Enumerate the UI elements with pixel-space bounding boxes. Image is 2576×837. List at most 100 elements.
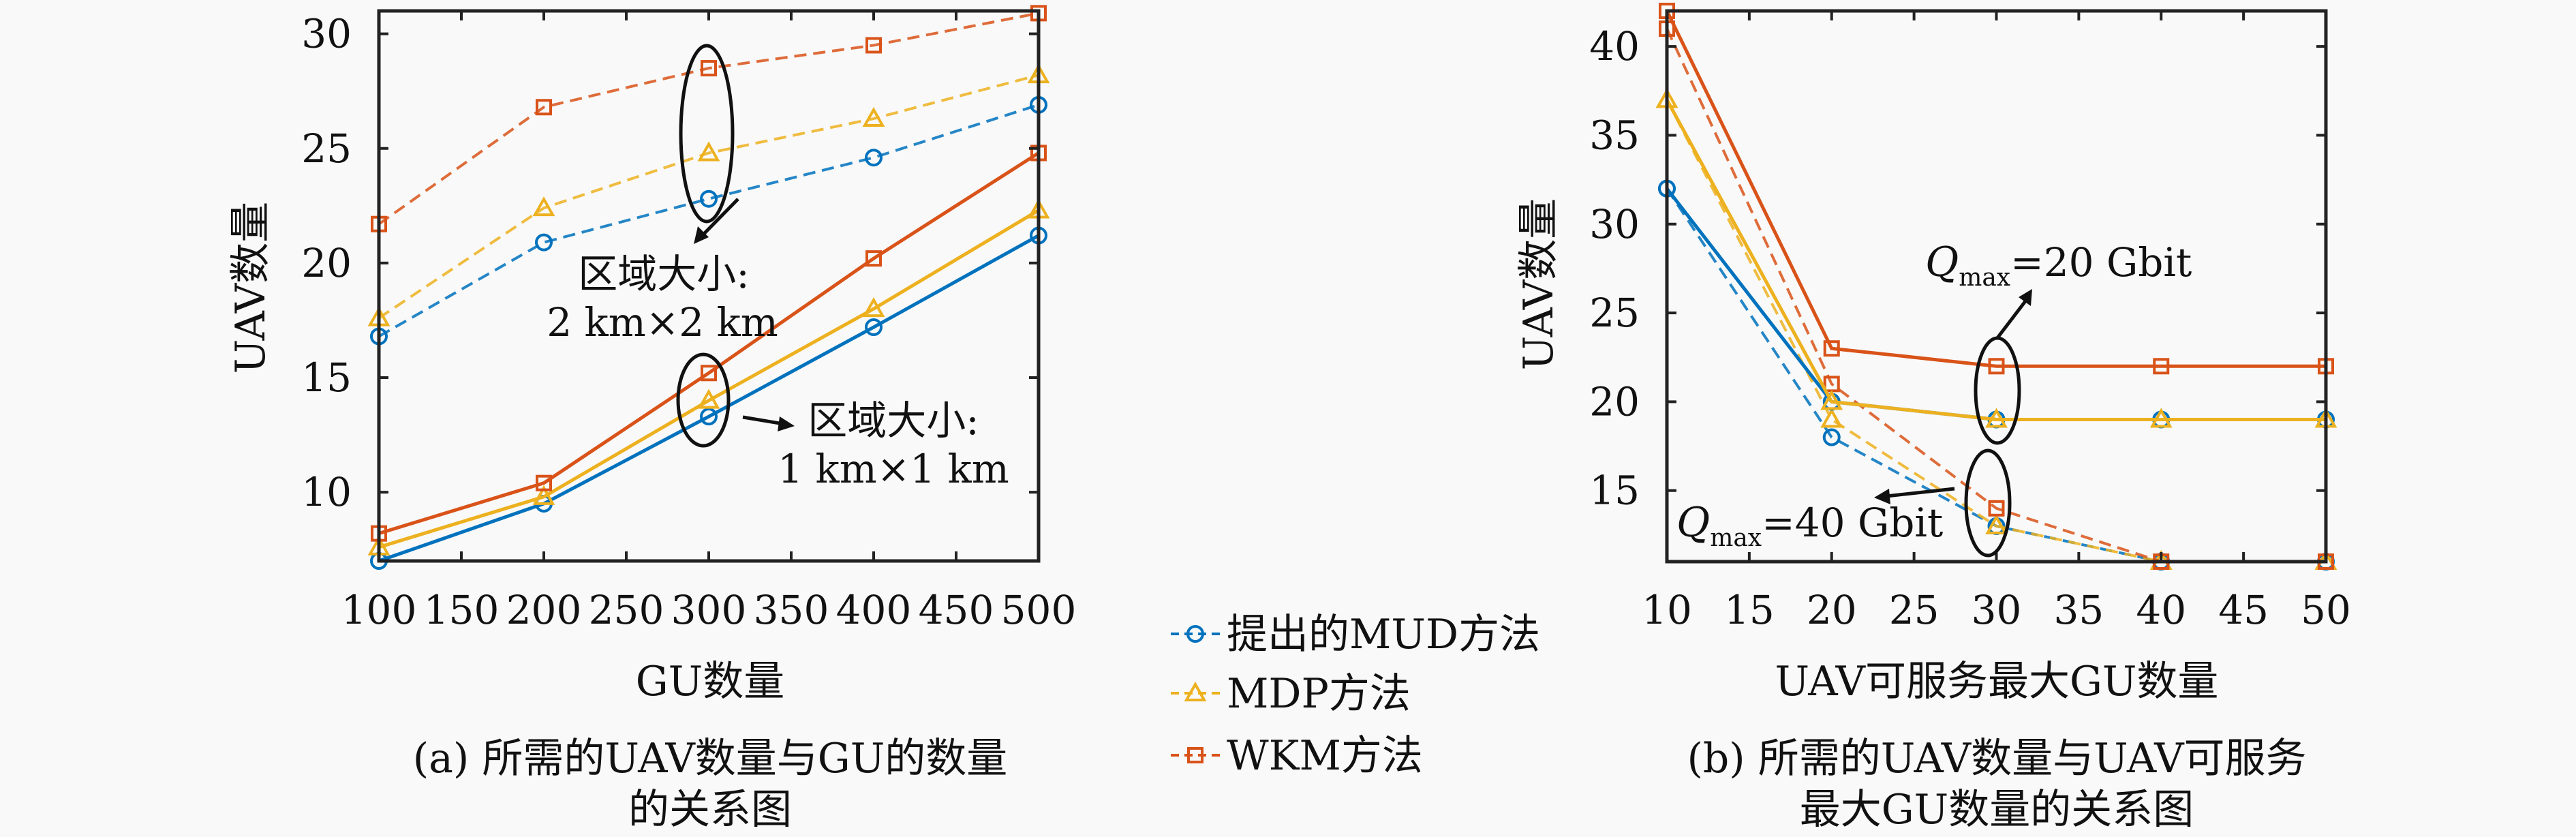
series-mud-dashed xyxy=(1658,179,2335,570)
chart-a-ellipse-1km xyxy=(676,352,731,448)
chart-a-arrow-1km xyxy=(742,415,795,431)
data-point-triangle xyxy=(862,106,885,127)
series-line xyxy=(378,12,1039,226)
series-line xyxy=(1666,187,2326,421)
x-tick-label: 35 xyxy=(2053,587,2104,633)
x-tick-label: 400 xyxy=(836,587,912,633)
data-point-circle xyxy=(865,149,883,167)
y-tick-label: 25 xyxy=(1589,290,1640,336)
series-line xyxy=(378,151,1040,536)
x-tick-label: 50 xyxy=(2301,587,2351,633)
x-tick-label: 500 xyxy=(1001,587,1077,633)
series-mud-solid xyxy=(1658,179,2335,429)
series-wkm-dashed xyxy=(371,5,1047,232)
annotation-1km-line2: 1 km×1 km xyxy=(778,446,1009,492)
x-tick-label: 300 xyxy=(671,587,747,633)
x-tick-label: 100 xyxy=(341,587,417,633)
annotation-qmax-20-sub: max xyxy=(1959,264,2010,292)
y-tick-label: 35 xyxy=(1589,112,1640,158)
chart-a-ticks xyxy=(378,11,1040,561)
legend-item-mud: 提出的MUD方法 xyxy=(1171,611,1540,658)
annotation-qmax-40-q: Q xyxy=(1676,499,1710,547)
data-point-circle xyxy=(1822,428,1841,446)
chart-b-y-tick-labels: 15 20 25 30 35 40 xyxy=(1589,23,1640,514)
y-tick-label: 30 xyxy=(1589,201,1640,247)
chart-b-x-tick-labels: 10 15 20 25 30 35 40 45 50 xyxy=(1642,587,2351,633)
chart-a-series xyxy=(367,5,1050,570)
y-tick-label: 10 xyxy=(301,469,352,515)
data-point-circle xyxy=(700,189,718,208)
x-tick-label: 40 xyxy=(2136,587,2186,633)
x-tick-label: 25 xyxy=(1889,587,1939,633)
annotation-2km-line1: 区域大小: xyxy=(578,251,750,297)
chart-a: 100 150 200 250 300 350 400 450 500 10 15 20 25 30 区… xyxy=(227,5,1077,834)
y-tick-label: 15 xyxy=(1589,468,1640,514)
series-wkm-dashed xyxy=(1659,20,2334,570)
x-tick-label: 15 xyxy=(1724,587,1775,633)
legend-label-wkm: WKM方法 xyxy=(1227,732,1423,780)
data-point-square xyxy=(865,37,882,54)
legend-label-mdp: MDP方法 xyxy=(1227,670,1411,718)
chart-b-x-axis-title: UAV可服务最大GU数量 xyxy=(1775,658,2219,705)
legend-label-mud: 提出的MUD方法 xyxy=(1227,611,1540,658)
data-point-triangle xyxy=(532,485,555,505)
data-point-square xyxy=(701,60,717,77)
series-mdp-solid xyxy=(1655,88,2337,428)
data-point-square xyxy=(2153,358,2170,375)
annotation-qmax-40-sub: max xyxy=(1710,524,1762,552)
legend-marker-shape xyxy=(1186,625,1204,643)
annotation-qmax-20-q: Q xyxy=(1925,239,1959,286)
x-tick-label: 250 xyxy=(589,587,664,633)
x-tick-label: 200 xyxy=(506,587,582,633)
series-line xyxy=(1666,28,2326,563)
annotation-qmax-40-value: =40 Gbit xyxy=(1762,500,1943,546)
data-point-circle xyxy=(535,233,553,252)
data-point-square xyxy=(1823,340,1840,357)
data-point-circle xyxy=(865,318,883,337)
series-mdp-dashed xyxy=(367,63,1050,326)
chart-b-caption-line2: 最大GU数量的关系图 xyxy=(1800,786,2194,834)
data-point-square xyxy=(865,250,882,267)
data-point-triangle xyxy=(1820,390,1843,410)
chart-a-x-axis-title: GU数量 xyxy=(636,658,785,705)
chart-a-y-axis-title: UAV数量 xyxy=(227,202,275,374)
data-point-triangle xyxy=(532,196,555,217)
data-point-square xyxy=(536,99,552,116)
y-tick-label: 20 xyxy=(1589,378,1640,425)
chart-a-arrow-2km xyxy=(694,198,739,244)
chart-b-y-axis-title: UAV数量 xyxy=(1515,198,1563,370)
annotation-qmax-40: Qmax=40 Gbit xyxy=(1676,499,1943,552)
series-mdp-dashed xyxy=(1655,88,2337,570)
y-tick-label: 15 xyxy=(301,354,352,401)
chart-b-ellipse-40gbit xyxy=(1964,448,2012,558)
legend-marker-square-icon xyxy=(1171,747,1220,763)
x-tick-label: 150 xyxy=(424,587,500,633)
data-point-triangle xyxy=(862,297,885,318)
data-point-triangle xyxy=(697,141,720,162)
x-tick-label: 450 xyxy=(919,587,994,633)
legend-marker-circle-icon xyxy=(1171,625,1220,643)
data-point-square xyxy=(1988,500,2005,517)
chart-b-caption-line1: (b) 所需的UAV数量与UAV可服务 xyxy=(1687,735,2306,782)
chart-a-x-tick-labels: 100 150 200 250 300 350 400 450 500 xyxy=(341,587,1077,633)
series-line xyxy=(378,74,1039,320)
data-point-triangle xyxy=(1985,514,2008,534)
series-line xyxy=(378,103,1039,338)
data-point-triangle xyxy=(697,389,720,409)
data-point-circle xyxy=(700,408,718,426)
legend-marker-triangle-icon xyxy=(1171,681,1220,701)
chart-b-ticks xyxy=(1666,11,2327,562)
legend-marker-shape xyxy=(1184,681,1207,701)
y-tick-label: 20 xyxy=(301,240,352,286)
data-point-triangle xyxy=(1820,408,1843,428)
y-tick-label: 40 xyxy=(1589,23,1640,70)
annotation-qmax-20-value: =20 Gbit xyxy=(2010,239,2192,286)
series-line xyxy=(1665,10,2326,368)
chart-a-caption-line1: (a) 所需的UAV数量与GU的数量 xyxy=(413,735,1008,782)
chart-a-ellipse-2km xyxy=(679,44,735,224)
svg-text:Qmax=20 Gbit: Qmax=20 Gbit xyxy=(1925,239,2192,292)
annotation-2km-line2: 2 km×2 km xyxy=(547,299,778,346)
y-tick-label: 30 xyxy=(301,11,352,57)
